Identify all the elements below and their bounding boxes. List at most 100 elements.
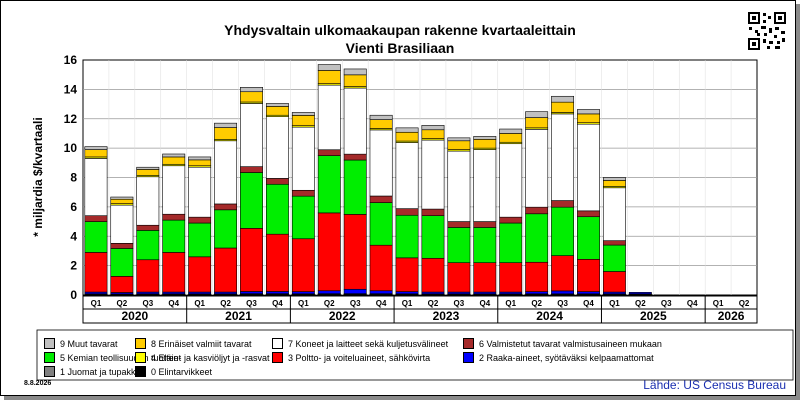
legend-item: 3 Poltto- ja voiteluaineet, sähkövirta	[272, 352, 430, 363]
bar-segment	[525, 213, 549, 263]
bar-segment	[551, 200, 575, 208]
bar-segment	[240, 228, 263, 292]
bar-segment	[577, 259, 600, 292]
year-label: 2024	[536, 309, 563, 323]
bar-segment	[473, 227, 497, 263]
bar-segment	[499, 143, 523, 218]
x-tick-label: Q3	[350, 299, 361, 308]
bar-segment	[395, 131, 419, 142]
bar-segment	[577, 123, 600, 212]
bar-segment	[317, 84, 341, 151]
y-tick-label: 2	[70, 259, 77, 273]
x-tick-label: Q1	[91, 299, 102, 308]
bar-segment	[214, 140, 238, 205]
bar-segment	[343, 68, 367, 76]
legend-item: 9 Muut tavarat	[44, 338, 118, 349]
bar-segment	[577, 109, 600, 115]
legend-item: 5 Kemian teollisuuden tuotteet	[44, 352, 181, 363]
y-tick-label: 10	[64, 141, 78, 155]
bar-segment	[84, 149, 108, 158]
bar-segment	[421, 257, 445, 293]
bar-segment	[602, 240, 626, 246]
legend-swatch	[44, 352, 55, 363]
bar-segment	[291, 126, 315, 191]
bar-segment	[577, 216, 600, 260]
legend-swatch	[44, 338, 55, 349]
bar-segment	[577, 210, 600, 218]
bar-segment	[551, 290, 575, 295]
bar-segment	[317, 149, 341, 156]
bar-segment	[525, 291, 549, 295]
y-tick-label: 12	[64, 112, 78, 126]
bar-segment	[343, 87, 367, 155]
x-tick-label: Q2	[739, 299, 750, 308]
chart-subtitle: Vienti Brasiliaan	[345, 40, 455, 56]
legend-label: 2 Raaka-aineet, syötäväksi kelpaamattoma…	[479, 352, 654, 363]
bar-segment	[84, 252, 108, 293]
bar-segment	[473, 136, 497, 140]
bar-segment	[525, 111, 549, 118]
bar-segment	[265, 183, 289, 235]
bar-segment	[214, 247, 238, 293]
bar-segment	[84, 146, 108, 150]
bar-segment	[551, 113, 575, 201]
y-tick-label: 16	[64, 53, 78, 67]
chart-title: Yhdysvaltain ulkomaakaupan rakenne kvart…	[224, 22, 576, 38]
bar-segment	[525, 117, 549, 129]
x-tick-label: Q1	[194, 299, 205, 308]
bar-segment	[447, 221, 471, 228]
bar-segment	[473, 139, 497, 149]
x-tick-label: Q2	[531, 299, 542, 308]
x-tick-label: Q1	[609, 299, 620, 308]
y-tick-label: 14	[64, 82, 78, 96]
bar-segment	[317, 64, 341, 71]
legend-item: 1 Juomat ja tupakka	[44, 366, 141, 377]
bar-segment	[265, 291, 289, 294]
bar-segment	[317, 212, 341, 292]
bar-segment	[395, 127, 419, 133]
legend-label: 5 Kemian teollisuuden tuotteet	[60, 352, 182, 363]
x-tick-label: Q3	[661, 299, 672, 308]
year-label: 2022	[329, 309, 356, 323]
bar-segment	[265, 106, 289, 116]
bar-segment	[162, 153, 186, 158]
year-axis-box	[82, 308, 758, 324]
x-tick-label: Q1	[713, 299, 724, 308]
bar-segment	[395, 214, 419, 259]
x-tick-label: Q2	[220, 299, 231, 308]
legend-label: 3 Poltto- ja voiteluaineet, sähkövirta	[288, 352, 431, 363]
bar-segment	[369, 244, 393, 292]
bar-segment	[110, 196, 134, 200]
bar-segment	[136, 176, 160, 226]
bar-segment	[447, 227, 471, 263]
bar-segment	[525, 129, 549, 208]
bar-segment	[240, 103, 263, 167]
bar-segment	[188, 156, 212, 161]
bar-segment	[136, 259, 160, 293]
bar-segment	[240, 172, 263, 229]
legend-label: 6 Valmistetut tavarat valmistusaineen mu…	[479, 338, 662, 349]
bar-segment	[369, 195, 393, 203]
bar-segment	[525, 206, 549, 215]
bar-segment	[602, 177, 626, 181]
bar-segment	[317, 70, 341, 84]
legend-label: 8 Erinäiset valmiit tavarat	[151, 338, 252, 349]
legend-item: 7 Koneet ja laitteet sekä kuljetusväline…	[272, 338, 448, 349]
bar-segment	[343, 288, 367, 294]
bar-segment	[369, 290, 393, 294]
bar-segment	[447, 150, 471, 222]
bar-segment	[291, 195, 315, 240]
bar-segment	[602, 187, 626, 241]
bar-segment	[602, 271, 626, 293]
bar-segment	[395, 208, 419, 216]
bar-segment	[110, 204, 134, 244]
x-tick-label: Q2	[117, 299, 128, 308]
bar-segment	[162, 165, 186, 215]
bar-segment	[447, 137, 471, 142]
year-label: 2023	[433, 309, 460, 323]
bar-segment	[369, 129, 393, 197]
qr-code-icon[interactable]	[747, 11, 787, 51]
legend-box	[36, 329, 794, 381]
bar-segment	[84, 215, 108, 222]
x-tick-label: Q2	[324, 299, 335, 308]
